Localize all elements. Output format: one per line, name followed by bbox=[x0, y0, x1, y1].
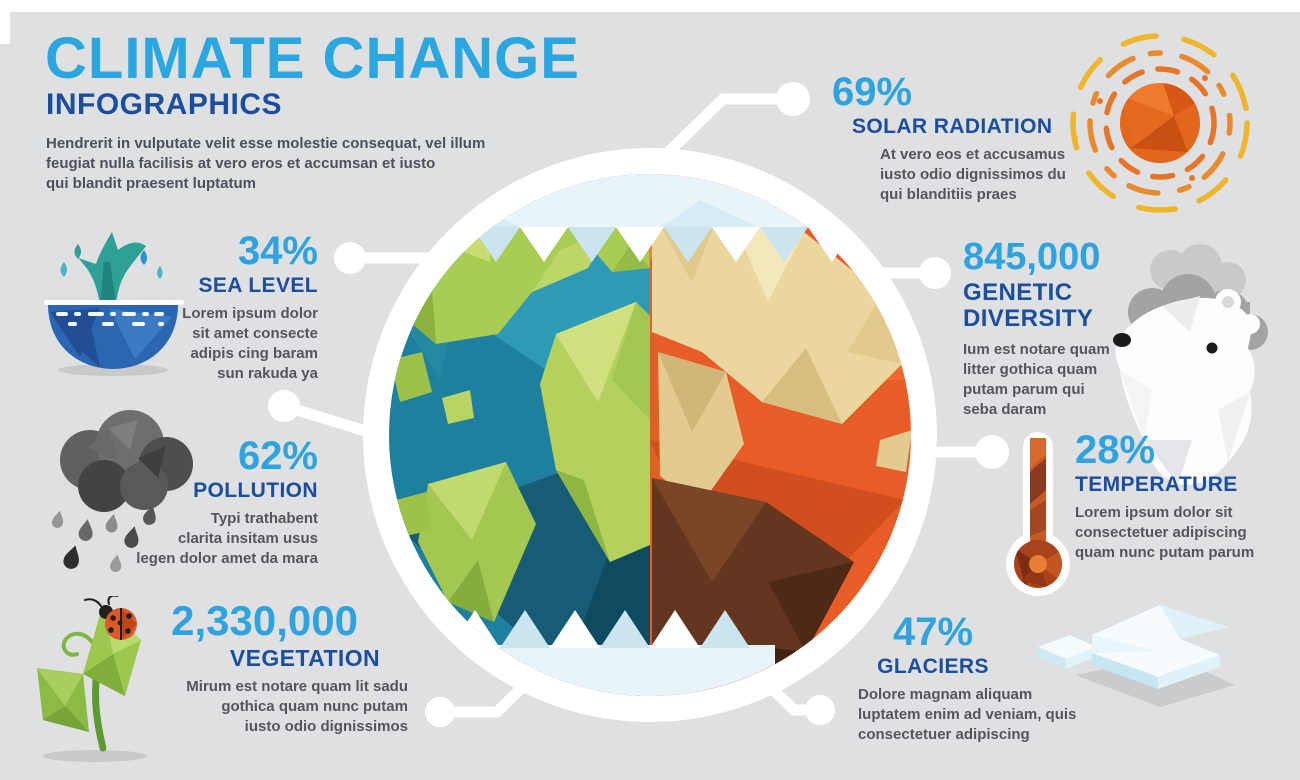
leaf-ladybug-icon bbox=[37, 596, 147, 762]
page-title: CLIMATE CHANGE bbox=[45, 26, 580, 91]
temperature-label: TEMPERATURE bbox=[1075, 473, 1238, 496]
vegetation-value: 2,330,000 bbox=[171, 597, 358, 644]
pollution-label: POLLUTION bbox=[193, 479, 318, 502]
polar-bear-icon bbox=[1113, 244, 1268, 486]
pollution-text: Typi trathabent clarita insitam usus leg… bbox=[136, 510, 318, 567]
pollution-value: 62% bbox=[237, 434, 318, 478]
connector-dots bbox=[268, 82, 1009, 727]
solar-radiation-text: At vero eos et accusamus iusto odio dign… bbox=[880, 146, 1066, 203]
sun-icon bbox=[1070, 33, 1250, 213]
temperature-text: Lorem ipsum dolor sit consectetuer adipi… bbox=[1075, 504, 1255, 561]
genetic-diversity-value: 845,000 bbox=[963, 236, 1101, 278]
glaciers-label: GLACIERS bbox=[877, 655, 989, 678]
glaciers-head: 47% GLACIERS bbox=[858, 612, 1008, 678]
sea-level-value: 34% bbox=[237, 229, 318, 273]
header: CLIMATE CHANGE INFOGRAPHICS Hendrerit in… bbox=[45, 30, 605, 193]
temperature-value: 28% bbox=[1075, 428, 1156, 472]
solar-radiation-label: SOLAR RADIATION bbox=[852, 115, 1053, 138]
glaciers-value: 47% bbox=[892, 610, 974, 654]
solar-radiation-value: 69% bbox=[832, 70, 913, 114]
corner-border bbox=[0, 0, 10, 44]
stat-temperature: 28% TEMPERATURE Lorem ipsum dolor sit co… bbox=[1075, 430, 1254, 563]
genetic-diversity-text: Ium est notare quam litter gothica quam … bbox=[963, 340, 1110, 418]
connector-dot-temperature bbox=[975, 435, 1009, 469]
whale-icon bbox=[44, 232, 184, 376]
genetic-diversity-label: GENETIC DIVERSITY bbox=[963, 279, 1094, 333]
vegetation-text: Mirum est notare quam lit sadu gothica q… bbox=[186, 678, 408, 736]
ice-floe-icon bbox=[1038, 605, 1235, 707]
thermometer-icon bbox=[1006, 432, 1070, 596]
stat-vegetation: 2,330,000 VEGETATION Mirum est notare qu… bbox=[171, 600, 408, 737]
connector-dot-vegetation bbox=[425, 697, 455, 727]
ladybug bbox=[84, 596, 137, 640]
sea-level-text: Lorem ipsum dolor sit amet consecte adip… bbox=[182, 305, 318, 382]
globe bbox=[389, 174, 911, 696]
stat-glaciers: 47% GLACIERS Dolore magnam aliquam lupta… bbox=[858, 612, 1076, 745]
vegetation-label: VEGETATION bbox=[229, 645, 380, 671]
intro-text: Hendrerit in vulputate velit esse molest… bbox=[46, 135, 486, 192]
connector-dot-solar bbox=[776, 82, 810, 116]
connector-dot-sea-level bbox=[334, 242, 366, 274]
glaciers-text: Dolore magnam aliquam luptatem enim ad v… bbox=[858, 686, 1077, 743]
page-subtitle: INFOGRAPHICS bbox=[46, 88, 283, 121]
connector-dot-genetic bbox=[919, 257, 951, 289]
top-border bbox=[0, 0, 1300, 12]
rain-cloud-icon bbox=[50, 410, 193, 573]
connector-dot-pollution bbox=[268, 390, 300, 422]
stat-pollution: 62% POLLUTION Typi trathabent clarita in… bbox=[136, 436, 318, 569]
stat-sea-level: 34% SEA LEVEL Lorem ipsum dolor sit amet… bbox=[182, 231, 318, 384]
stat-solar-radiation: 69% SOLAR RADIATION At vero eos et accus… bbox=[832, 72, 1066, 205]
stat-genetic-diversity: 845,000 GENETIC DIVERSITY Ium est notare… bbox=[963, 238, 1110, 420]
sea-level-label: SEA LEVEL bbox=[198, 274, 318, 297]
connector-dot-glaciers bbox=[805, 695, 835, 725]
